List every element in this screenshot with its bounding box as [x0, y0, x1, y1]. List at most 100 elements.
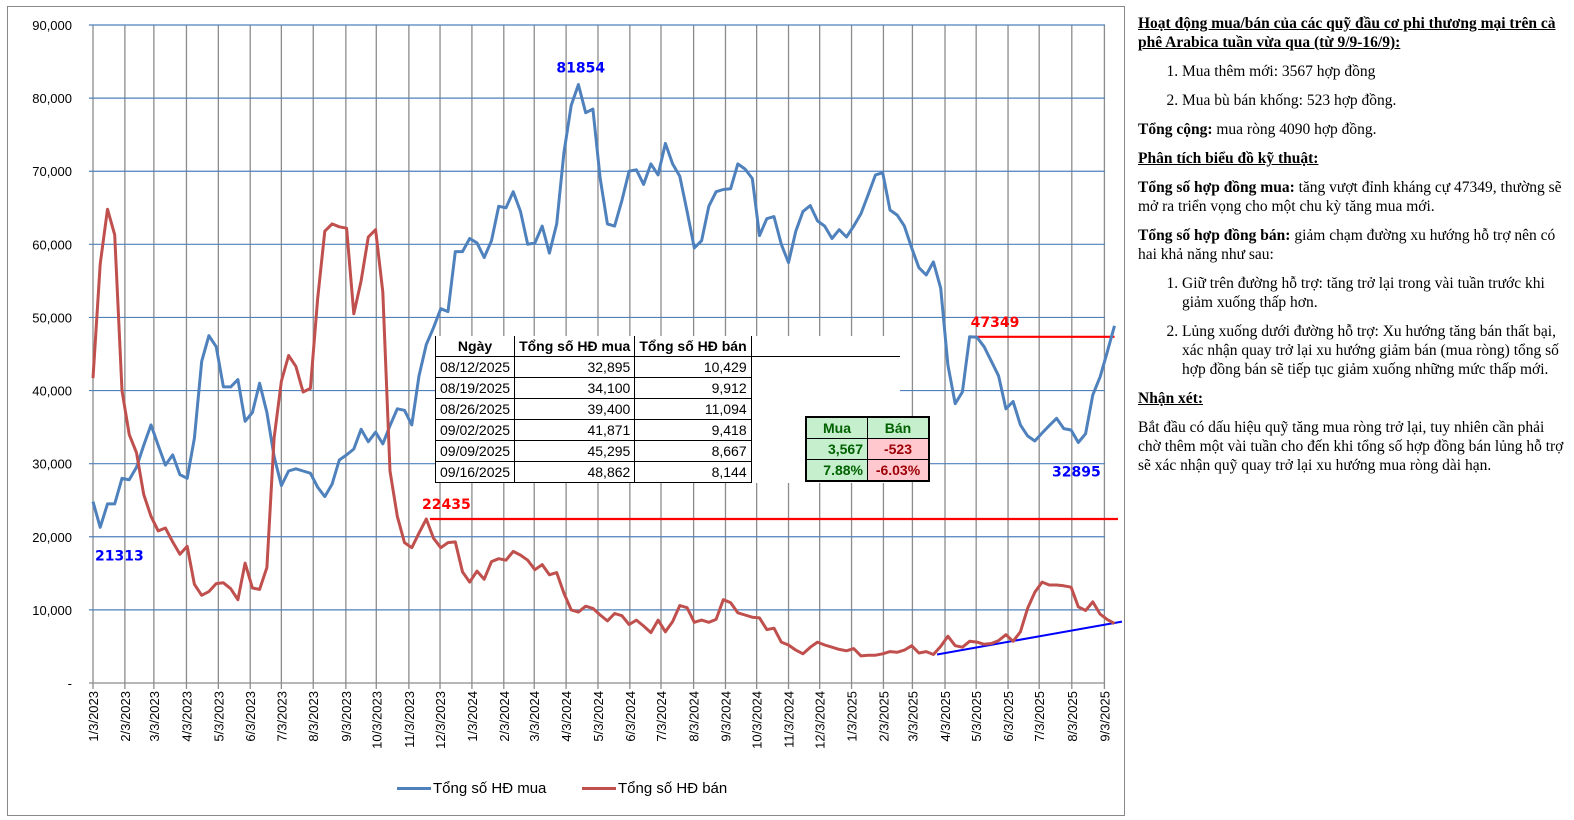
scenario-item: Lủng xuống dưới đường hỗ trợ: Xu hướng t… — [1182, 322, 1568, 379]
y-tick-label: 30,000 — [32, 457, 72, 472]
buy-label: Tổng số hợp đồng mua: — [1138, 179, 1295, 196]
x-tick-label: 2/3/2025 — [876, 691, 891, 742]
tech-heading: Phân tích biểu đồ kỹ thuật: — [1138, 150, 1319, 167]
legend-swatch-buy — [397, 787, 431, 790]
series-line-buy — [91, 83, 1116, 529]
x-axis: 1/3/2023 2/3/2023 3/3/2023 4/3/2023 5/3/2023… — [86, 682, 1112, 749]
cell-buy: 48,862 — [514, 461, 636, 483]
series-line-sell — [91, 207, 1116, 658]
table-row: 09/09/2025 45,295 8,667 — [434, 440, 900, 462]
annotation-label-22435: 22435 — [422, 497, 471, 513]
x-tick-label: 4/3/2023 — [179, 691, 194, 742]
cell-buy: 34,100 — [514, 377, 636, 399]
table-row: 09/02/2025 41,871 9,418 — [434, 419, 900, 441]
notes-heading: Hoạt động mua/bán của các quỹ đầu cơ phi… — [1138, 15, 1556, 51]
summary-header-sell: Bán — [867, 416, 930, 439]
cell-sell: 8,667 — [634, 440, 752, 462]
summary-change-row: 3,567 -523 — [805, 438, 930, 460]
support-trendline — [936, 620, 1123, 656]
x-tick-label: 6/3/2024 — [623, 691, 638, 742]
y-tick-label: - — [68, 676, 72, 691]
summary-buy-pct: 7.88% — [805, 459, 868, 482]
legend-item-sell: Tổng số HĐ bán — [582, 780, 727, 797]
x-tick-label: 10/3/2023 — [369, 691, 384, 749]
x-tick-label: 5/3/2023 — [211, 691, 226, 742]
y-tick-label: 80,000 — [32, 91, 72, 106]
x-tick-label: 9/3/2023 — [339, 691, 354, 742]
x-tick-label: 8/3/2024 — [687, 691, 702, 742]
x-tick-label: 4/3/2024 — [559, 691, 574, 742]
table-row: 08/19/2025 34,100 9,912 — [434, 377, 900, 399]
x-tick-label: 12/3/2023 — [433, 691, 448, 749]
cell-sell: 10,429 — [634, 356, 752, 378]
header-blank — [751, 336, 900, 357]
sell-text: giảm chạm đường xu hướng hỗ trợ nên có h… — [1138, 227, 1556, 263]
series-lines — [91, 83, 1116, 658]
x-tick-label: 8/3/2025 — [1065, 691, 1080, 742]
legend-label-sell: Tổng số HĐ bán — [618, 780, 728, 797]
annotation-label-21313: 21313 — [95, 548, 144, 564]
total-paragraph: Tổng cộng: mua ròng 4090 hợp đồng. — [1138, 120, 1568, 139]
header-sell: Tổng số HĐ bán — [634, 336, 752, 357]
buy-text: tăng vượt đỉnh kháng cự 47349, thường sẽ… — [1138, 179, 1562, 215]
total-text: mua ròng 4090 hợp đồng. — [1212, 121, 1377, 138]
cell-sell: 11,094 — [634, 398, 752, 420]
activity-item: Mua bù bán khống: 523 hợp đồng. — [1182, 91, 1568, 110]
x-tick-label: 10/3/2024 — [750, 691, 765, 749]
scenario-item: Giữ trên đường hỗ trợ: tăng trở lại tron… — [1182, 274, 1568, 312]
cell-date: 08/19/2025 — [434, 377, 516, 399]
x-tick-label: 5/3/2024 — [591, 691, 606, 742]
total-label: Tổng cộng: — [1138, 121, 1213, 138]
cell-date: 09/09/2025 — [434, 440, 516, 462]
legend-label-buy: Tổng số HĐ mua — [433, 780, 547, 797]
x-tick-label: 7/3/2024 — [654, 691, 669, 742]
comment-heading: Nhận xét: — [1138, 390, 1204, 407]
y-tick-label: 50,000 — [32, 310, 72, 325]
y-tick-label: 60,000 — [32, 237, 72, 252]
y-tick-label: 90,000 — [32, 18, 72, 33]
x-tick-label: 1/3/2025 — [845, 691, 860, 742]
buy-analysis: Tổng số hợp đồng mua: tăng vượt đỉnh khá… — [1138, 178, 1568, 216]
activity-item: Mua thêm mới: 3567 hợp đồng — [1182, 62, 1568, 81]
x-tick-label: 8/3/2023 — [306, 691, 321, 742]
cell-date: 09/16/2025 — [434, 461, 516, 483]
x-tick-label: 4/3/2025 — [938, 691, 953, 742]
y-tick-label: 20,000 — [32, 530, 72, 545]
x-tick-label: 3/3/2025 — [905, 691, 920, 742]
analysis-notes: Hoạt động mua/bán của các quỹ đầu cơ phi… — [1138, 14, 1568, 485]
summary-buy-change: 3,567 — [805, 438, 868, 460]
annotation-label-32895: 32895 — [1052, 465, 1101, 481]
cell-date: 09/02/2025 — [434, 419, 516, 441]
header-date: Ngày — [434, 336, 516, 357]
x-tick-label: 12/3/2024 — [813, 691, 828, 749]
summary-header-row: Mua Bán — [805, 416, 930, 439]
sell-analysis: Tổng số hợp đồng bán: giảm chạm đường xu… — [1138, 226, 1568, 264]
annotation-label-47349: 47349 — [971, 315, 1020, 331]
x-tick-label: 1/3/2023 — [86, 691, 101, 742]
x-tick-label: 3/3/2024 — [527, 691, 542, 742]
summary-pct-row: 7.88% -6.03% — [805, 459, 930, 482]
x-tick-label: 7/3/2025 — [1032, 691, 1047, 742]
cell-buy: 39,400 — [514, 398, 636, 420]
annotation-labels: 81854 21313 32895 47349 22435 — [95, 61, 1101, 565]
summary-table: Mua Bán 3,567 -523 7.88% -6.03% — [805, 416, 930, 482]
cell-sell: 9,418 — [634, 419, 752, 441]
x-tick-label: 6/3/2023 — [243, 691, 258, 742]
scenario-list: Giữ trên đường hỗ trợ: tăng trở lại tron… — [1138, 274, 1568, 379]
y-axis: - 10,000 20,000 30,000 40,000 50,000 60,000 70,… — [32, 18, 72, 691]
annotation-label-81854: 81854 — [556, 61, 605, 77]
legend-swatch-sell — [582, 787, 616, 790]
header-buy: Tổng số HĐ mua — [514, 336, 636, 357]
sell-label: Tổng số hợp đồng bán: — [1138, 227, 1291, 244]
cell-date: 08/26/2025 — [434, 398, 516, 420]
cell-buy: 45,295 — [514, 440, 636, 462]
table-row: 08/12/2025 32,895 10,429 — [434, 356, 900, 378]
y-tick-label: 10,000 — [32, 603, 72, 618]
cell-sell: 9,912 — [634, 377, 752, 399]
x-tick-label: 2/3/2023 — [118, 691, 133, 742]
x-tick-label: 5/3/2025 — [969, 691, 984, 742]
activity-list: Mua thêm mới: 3567 hợp đồng Mua bù bán k… — [1138, 62, 1568, 110]
x-tick-label: 1/3/2024 — [465, 691, 480, 742]
x-tick-label: 7/3/2023 — [274, 691, 289, 742]
x-tick-label: 11/3/2023 — [402, 691, 417, 748]
